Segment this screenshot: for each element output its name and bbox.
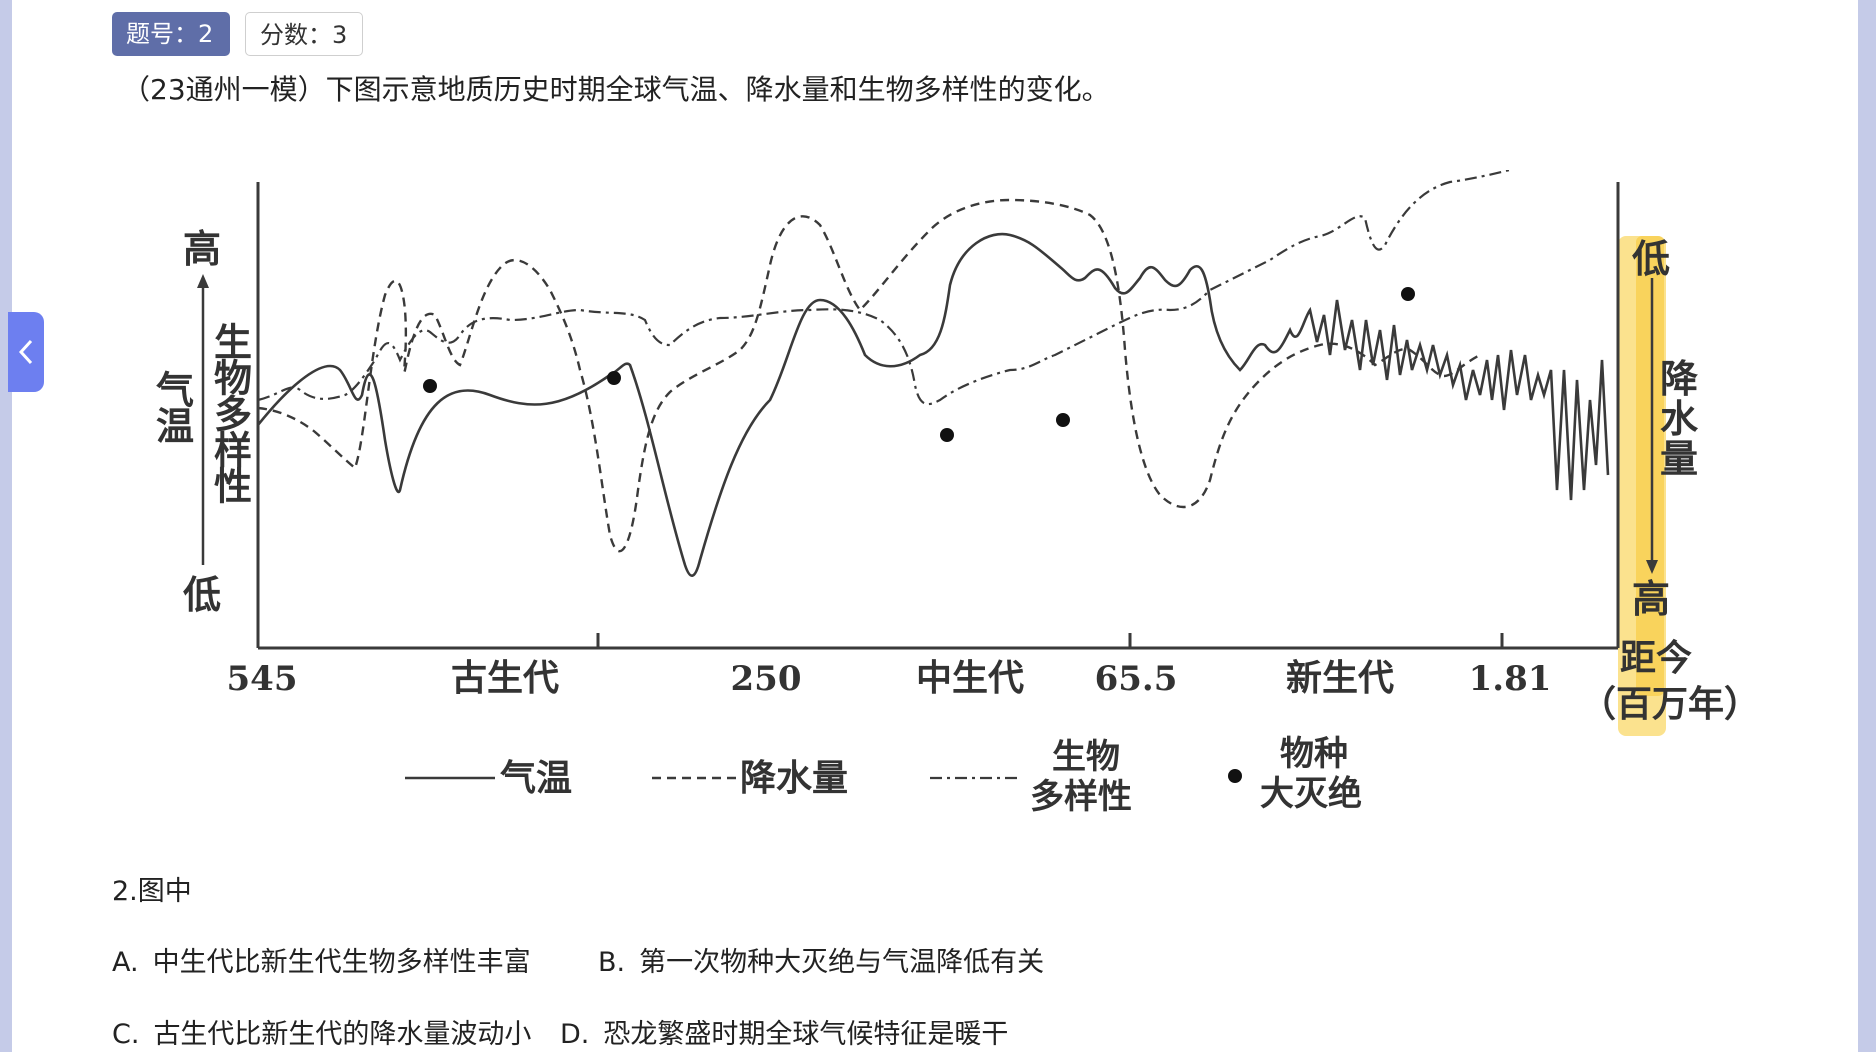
series-precipitation-line bbox=[257, 198, 1481, 553]
x-tick-label: 古生代 bbox=[451, 657, 559, 699]
question-number-badge: 题号：2 bbox=[112, 12, 230, 56]
option-letter: B. bbox=[598, 947, 626, 978]
right-axis-label-char: 水 bbox=[1660, 396, 1699, 441]
extinction-markers bbox=[423, 287, 1415, 442]
left-axis-top-label: 高 bbox=[183, 226, 221, 271]
option-letter: D. bbox=[560, 1019, 590, 1050]
x-tick-label: 250 bbox=[731, 659, 802, 699]
extinction-dot bbox=[1056, 413, 1070, 427]
option-c[interactable]: C. 古生代比新生代的降水量波动小 bbox=[112, 1012, 531, 1051]
left-rail bbox=[0, 0, 12, 1052]
left-axis-bio-label: 生物多样性 bbox=[208, 322, 253, 504]
extinction-dot bbox=[607, 371, 621, 385]
right-axis-label-char: 量 bbox=[1660, 436, 1698, 481]
x-tick-label: 545 bbox=[227, 659, 298, 699]
option-a[interactable]: A. 中生代比新生代生物多样性丰富 bbox=[112, 940, 531, 979]
right-axis-top-label: 低 bbox=[1632, 236, 1670, 281]
question-stem: （23通州一模）下图示意地质历史时期全球气温、降水量和生物多样性的变化。 bbox=[122, 73, 1110, 106]
x-tick-label: 新生代 bbox=[1286, 657, 1394, 699]
chevron-left-icon bbox=[18, 339, 33, 365]
left-axis-temp-label: 气温 bbox=[150, 370, 195, 444]
legend-label-extinction: 物种 bbox=[1280, 734, 1348, 774]
series-biodiversity-line bbox=[257, 170, 1514, 406]
series-temperature-line bbox=[256, 232, 1610, 577]
legend-label-biodiversity: 生物 bbox=[1052, 737, 1120, 777]
legend-label-precipitation: 降水量 bbox=[740, 757, 848, 799]
x-tick-label: 65.5 bbox=[1095, 659, 1178, 699]
legend-swatch-extinction bbox=[1228, 769, 1242, 783]
x-axis-label: 距今 bbox=[1620, 637, 1692, 679]
sub-question: 2.图中 bbox=[112, 876, 192, 907]
option-text: 恐龙繁盛时期全球气候特征是暖干 bbox=[603, 1019, 1009, 1050]
legend-label-temperature: 气温 bbox=[500, 757, 572, 799]
option-text: 第一次物种大灭绝与气温降低有关 bbox=[639, 947, 1045, 978]
legend-label-biodiversity: 多样性 bbox=[1030, 777, 1132, 817]
x-tick-label: 中生代 bbox=[916, 657, 1024, 699]
extinction-dot bbox=[940, 428, 954, 442]
legend-label-extinction: 大灭绝 bbox=[1260, 774, 1362, 814]
down-arrow-icon bbox=[1646, 560, 1658, 574]
right-axis-label-char: 降 bbox=[1660, 356, 1698, 401]
option-d[interactable]: D. 恐龙繁盛时期全球气候特征是暖干 bbox=[560, 1012, 1008, 1051]
up-arrow-icon bbox=[197, 274, 209, 288]
left-axis-bottom-label: 低 bbox=[183, 572, 221, 617]
right-axis-bottom-label: 高 bbox=[1632, 576, 1670, 621]
score-badge: 分数：3 bbox=[245, 12, 363, 56]
highlight-mark bbox=[1618, 236, 1666, 736]
chart-legend: 气温 降水量 生物 多样性 物种 大灭绝 bbox=[405, 734, 1362, 817]
climate-chart: 高 低 气温 生物多样性 低 高 降 水 量 距今 （百万年） 545 古生代 … bbox=[150, 170, 1750, 817]
x-axis-unit: （百万年） bbox=[1580, 683, 1750, 725]
extinction-dot bbox=[423, 379, 437, 393]
option-b[interactable]: B. 第一次物种大灭绝与气温降低有关 bbox=[598, 940, 1044, 979]
highlight-mark-inner bbox=[1636, 236, 1664, 696]
x-tick-marks bbox=[596, 633, 1504, 648]
extinction-dot bbox=[1401, 287, 1415, 301]
option-text: 中生代比新生代生物多样性丰富 bbox=[152, 947, 531, 978]
right-scrollbar[interactable] bbox=[1858, 0, 1876, 1052]
x-tick-label: 1.81 bbox=[1469, 659, 1552, 699]
option-text: 古生代比新生代的降水量波动小 bbox=[153, 1019, 532, 1050]
collapse-panel-button[interactable] bbox=[8, 312, 44, 392]
option-letter: A. bbox=[112, 947, 139, 978]
option-letter: C. bbox=[112, 1019, 140, 1050]
